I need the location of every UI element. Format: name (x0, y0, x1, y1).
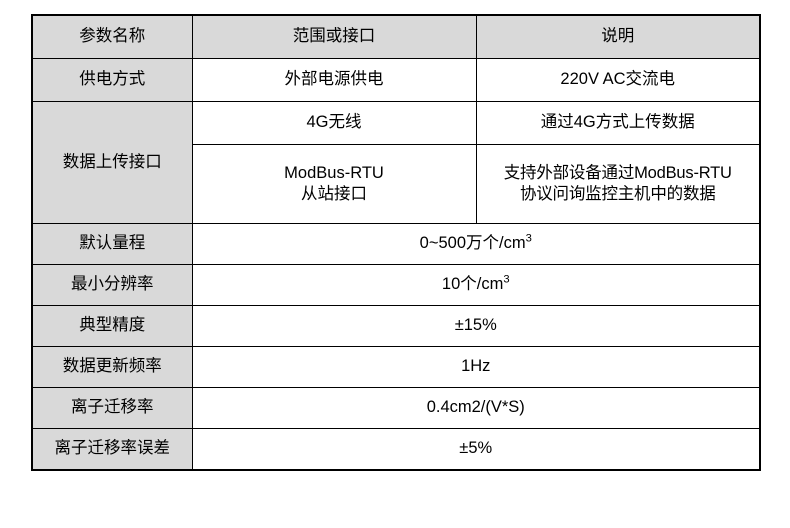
min-resolution-value-superscript: 3 (503, 273, 510, 286)
row-label-data-update-frequency: 数据更新频率 (31, 346, 193, 388)
row-label-ion-mobility-error: 离子迁移率误差 (31, 428, 193, 471)
row-label-min-resolution: 最小分辨率 (31, 264, 193, 306)
cell-ion-mobility-value: 0.4cm2/(V*S) (191, 387, 761, 429)
sensor-parameter-specification-table: 参数名称 范围或接口 说明 供电方式 外部电源供电 220V AC交流电 数据上… (31, 14, 761, 471)
table-row: 离子迁移率误差 ±5% (31, 428, 761, 471)
table-header-row: 参数名称 范围或接口 说明 (31, 14, 761, 59)
cell-ion-mobility-error-value: ±5% (191, 428, 761, 471)
cell-power-supply-desc: 220V AC交流电 (475, 58, 761, 102)
default-range-value-text: 0~500万个/cm (419, 234, 526, 253)
row-label-default-range: 默认量程 (31, 223, 193, 265)
column-header-parameter-name: 参数名称 (31, 14, 193, 59)
spec-table-container: 参数名称 范围或接口 说明 供电方式 外部电源供电 220V AC交流电 数据上… (31, 14, 761, 471)
row-label-typical-accuracy: 典型精度 (31, 305, 193, 347)
row-label-power-supply: 供电方式 (31, 58, 193, 102)
table-row: 数据上传接口 4G无线 通过4G方式上传数据 (31, 101, 761, 224)
table-row: ModBus-RTU 从站接口 支持外部设备通过ModBus-RTU 协议问询监… (32, 144, 761, 224)
cell-data-update-frequency-value: 1Hz (191, 346, 761, 388)
cell-4g-wireless-range: 4G无线 (191, 101, 477, 145)
row-label-ion-mobility: 离子迁移率 (31, 387, 193, 429)
table-row: 供电方式 外部电源供电 220V AC交流电 (31, 58, 761, 102)
default-range-value-superscript: 3 (525, 232, 532, 245)
min-resolution-value-text: 10个/cm (441, 275, 504, 294)
cell-modbus-rtu-desc: 支持外部设备通过ModBus-RTU 协议问询监控主机中的数据 (475, 144, 761, 224)
table-row: 最小分辨率 10个/cm3 (31, 264, 761, 306)
cell-power-supply-range: 外部电源供电 (191, 58, 477, 102)
table-row: 典型精度 ±15% (31, 305, 761, 347)
cell-4g-wireless-desc: 通过4G方式上传数据 (475, 101, 761, 145)
table-row: 默认量程 0~500万个/cm3 (31, 223, 761, 265)
column-header-description: 说明 (475, 14, 761, 59)
cell-typical-accuracy-value: ±15% (191, 305, 761, 347)
cell-default-range-value: 0~500万个/cm3 (191, 223, 761, 265)
row-label-data-upload-interface: 数据上传接口 (31, 101, 193, 224)
cell-modbus-rtu-range: ModBus-RTU 从站接口 (191, 144, 477, 224)
table-row: 数据更新频率 1Hz (31, 346, 761, 388)
column-header-range-or-interface: 范围或接口 (191, 14, 477, 59)
table-row: 离子迁移率 0.4cm2/(V*S) (31, 387, 761, 429)
cell-min-resolution-value: 10个/cm3 (191, 264, 761, 306)
